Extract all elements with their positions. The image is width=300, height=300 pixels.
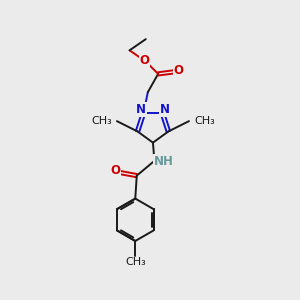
Text: O: O (110, 164, 120, 177)
Text: N: N (136, 103, 146, 116)
Text: N: N (160, 103, 170, 116)
Text: CH₃: CH₃ (125, 256, 146, 267)
Text: CH₃: CH₃ (91, 116, 112, 126)
Text: O: O (174, 64, 184, 77)
Text: CH₃: CH₃ (194, 116, 215, 126)
Text: NH: NH (154, 155, 174, 168)
Text: O: O (139, 53, 149, 67)
